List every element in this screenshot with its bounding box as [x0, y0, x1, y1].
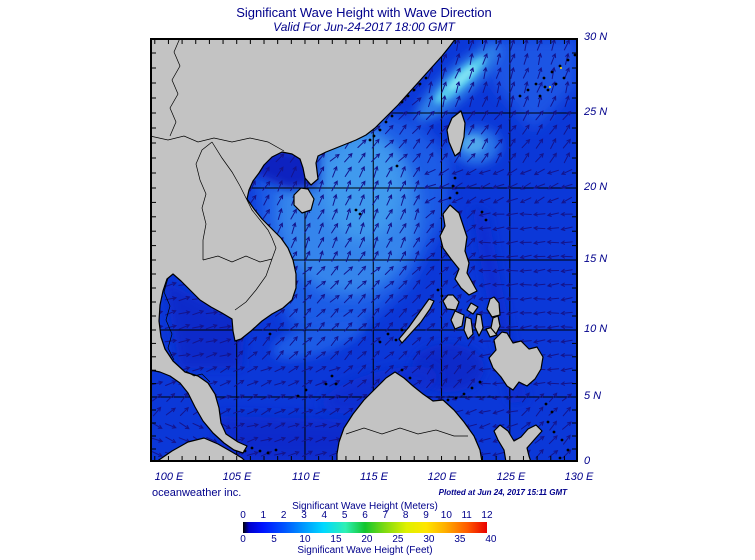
lat-label: 5 N [584, 390, 602, 402]
land-negros [463, 316, 474, 340]
legend-meters-label: Significant Wave Height (Meters) [292, 501, 438, 512]
meters-tick-label: 10 [440, 510, 452, 521]
meters-tick-label: 6 [362, 510, 368, 521]
meters-tick-label: 2 [280, 510, 287, 521]
feet-tick-label: 35 [454, 534, 466, 545]
lat-label: 25 N [584, 106, 608, 118]
land-cebu [474, 313, 484, 337]
land-luzon [439, 204, 478, 296]
feet-tick-label: 10 [299, 534, 311, 545]
lon-label: 100 E [154, 471, 184, 483]
feet-tick-label: 40 [485, 534, 497, 545]
lat-label: 0 [584, 455, 591, 467]
legend-colorbar [243, 522, 487, 533]
meters-tick-label: 4 [321, 510, 328, 521]
land-masses [150, 38, 544, 462]
meters-tick-label: 9 [423, 510, 429, 521]
meters-tick-label: 1 [260, 510, 267, 521]
lon-label: 110 E [292, 471, 320, 483]
meters-tick-label: 7 [382, 510, 389, 521]
feet-tick-label: 20 [361, 534, 373, 545]
land-hainan [293, 187, 315, 214]
meters-tick-label: 3 [301, 510, 307, 521]
valid-time-subtitle: Valid For Jun-24-2017 18:00 GMT [273, 20, 455, 34]
meters-tick-label: 11 [461, 510, 472, 521]
land-borneo [336, 371, 483, 462]
land-leyte [490, 315, 501, 335]
feet-tick-label: 25 [392, 534, 404, 545]
feet-tick-label: 5 [271, 534, 277, 545]
lon-label: 125 E [496, 471, 526, 483]
country-borders [150, 38, 468, 437]
lat-label: 20 N [584, 181, 608, 193]
meters-tick-label: 8 [402, 510, 409, 521]
land-mainland [150, 38, 457, 454]
land-sulawesi [493, 424, 543, 462]
lon-label: 130 E [564, 471, 594, 483]
lon-label: 120 E [427, 471, 457, 483]
feet-tick-label: 30 [423, 534, 435, 545]
land-samar [486, 296, 501, 318]
lat-label: 15 N [584, 253, 608, 265]
land-masbate [466, 302, 479, 315]
feet-tick-label: 15 [330, 534, 342, 545]
land-mindanao [488, 331, 544, 391]
legend-feet-label: Significant Wave Height (Feet) [297, 545, 433, 556]
meters-tick-label: 5 [341, 510, 348, 521]
land-panay [450, 310, 465, 330]
lon-label: 105 E [222, 471, 252, 483]
lon-label: 115 E [360, 471, 388, 483]
credit-text: oceanweather inc. [152, 487, 242, 499]
meters-tick-label: 0 [240, 510, 246, 521]
small-islands [243, 53, 577, 460]
plotted-at-text: Plotted at Jun 24, 2017 15:11 GMT [438, 488, 567, 497]
page-title: Significant Wave Height with Wave Direct… [236, 5, 492, 20]
land-palawan [398, 298, 435, 344]
map-canvas [150, 38, 578, 462]
feet-tick-label: 0 [240, 534, 246, 545]
meters-tick-label: 12 [481, 510, 493, 521]
lat-label: 10 N [584, 323, 608, 335]
lat-label: 30 N [584, 31, 608, 43]
land-mindoro [442, 294, 460, 311]
map-frame [150, 38, 578, 462]
land-taiwan [446, 110, 466, 157]
